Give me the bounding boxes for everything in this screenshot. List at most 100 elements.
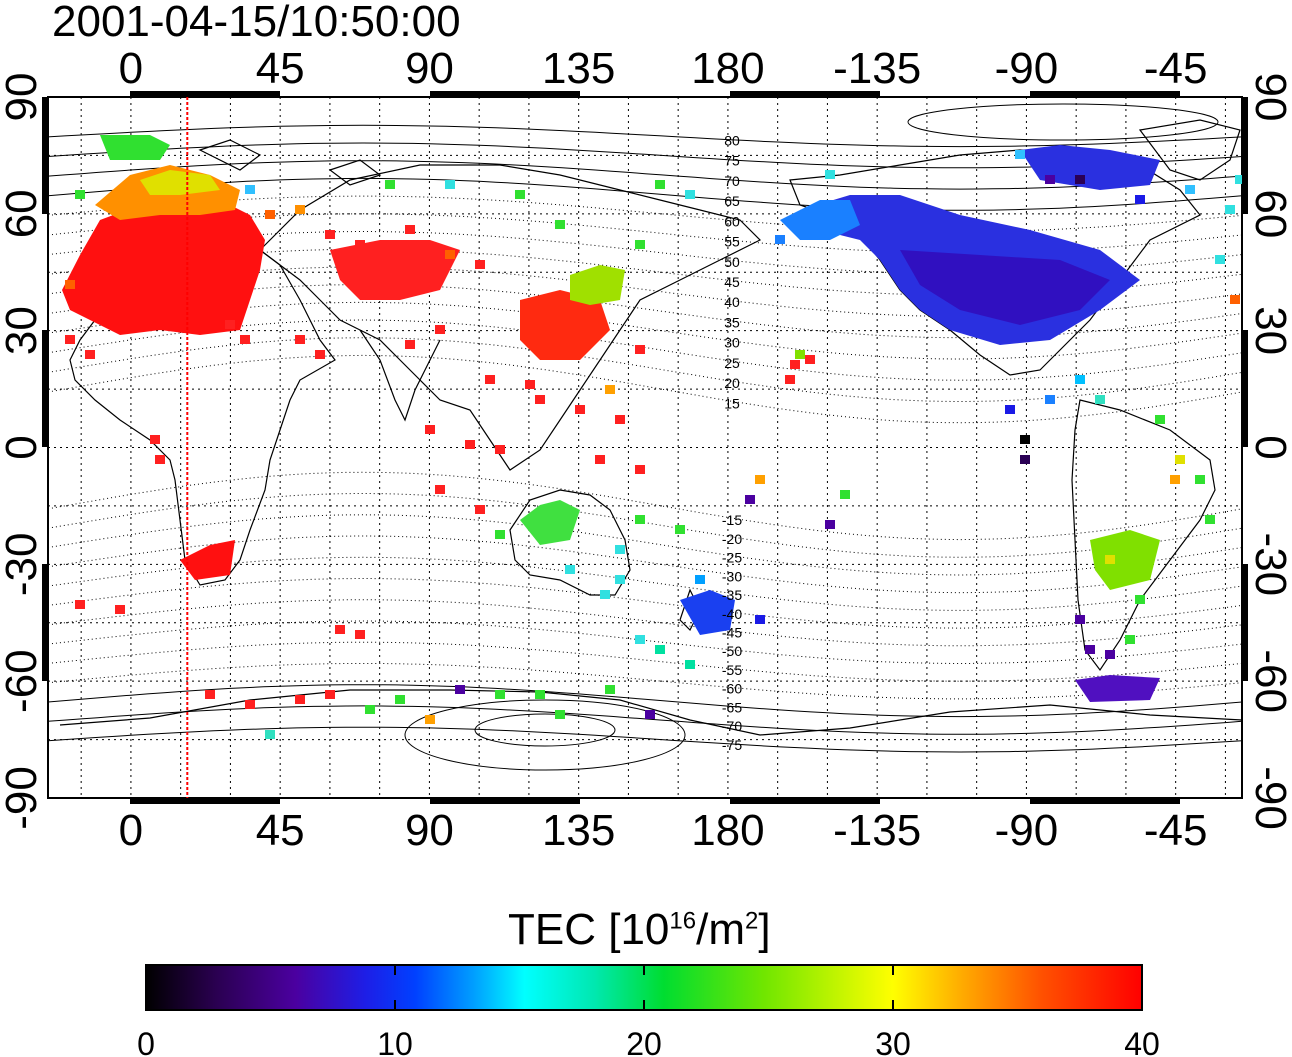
tec-sample: [685, 660, 695, 669]
lon-tick-top: 0: [119, 44, 143, 93]
mlat-contour-south-pole-outer: [404, 699, 686, 771]
colorbar-tick-label: 20: [626, 1026, 662, 1057]
tec-sample: [1015, 150, 1025, 159]
tec-sample: [495, 530, 505, 539]
mlat-label: 50: [724, 254, 740, 270]
tec-cluster-south-africa: [180, 540, 235, 580]
colorbar-tick-label: 30: [875, 1026, 911, 1057]
tec-sample: [405, 340, 415, 349]
tec-cluster-arctic-green: [100, 135, 170, 160]
tec-cluster-japan-north: [570, 265, 625, 305]
lon-tick-bottom: 45: [256, 806, 305, 855]
tec-sample: [1215, 255, 1225, 264]
tec-sample: [785, 375, 795, 384]
tec-sample: [675, 525, 685, 534]
mlat-contour: [48, 514, 1242, 576]
lat-tick-left: -60: [0, 649, 46, 713]
tec-sample: [265, 730, 275, 739]
tec-sample: [435, 485, 445, 494]
tec-sample: [715, 605, 725, 614]
tec-sample: [1195, 475, 1205, 484]
tec-sample: [695, 575, 705, 584]
tec-sample: [315, 350, 325, 359]
lat-tick-right: -90: [1246, 766, 1292, 830]
tec-sample: [1135, 595, 1145, 604]
lon-tick-bottom: 180: [691, 806, 764, 855]
lat-tick-right: -30: [1246, 533, 1292, 597]
tec-sample: [605, 685, 615, 694]
lon-tick-top: 135: [542, 44, 615, 93]
mlat-contour: [48, 535, 1242, 594]
mlat-contour: [48, 124, 1242, 148]
tec-sample: [495, 445, 505, 454]
tec-data-points: [62, 135, 1160, 702]
lon-tick-top: -135: [833, 44, 921, 93]
tec-sample: [325, 230, 335, 239]
mlat-label: 65: [724, 193, 740, 209]
tec-sample: [1135, 195, 1145, 204]
lat-tick-left: 0: [0, 435, 46, 459]
lon-tick-top: 180: [691, 44, 764, 93]
tec-cluster-antarctic: [1075, 675, 1160, 702]
mlat-label: -20: [722, 531, 742, 547]
mlat-label: -75: [722, 737, 742, 753]
tec-sample: [685, 190, 695, 199]
lat-tick-left: -90: [0, 766, 46, 830]
tec-cluster-australia: [520, 500, 580, 545]
tec-sample: [535, 690, 545, 699]
tec-sample: [240, 335, 250, 344]
mlat-label: -60: [722, 681, 742, 697]
tec-sample: [75, 600, 85, 609]
mlat-label: 40: [724, 294, 740, 310]
tec-cluster-north-america-core: [900, 250, 1110, 325]
colorbar-title-mid: /m: [696, 905, 745, 954]
tec-sample: [745, 495, 755, 504]
lat-tick-right: -60: [1246, 649, 1292, 713]
tec-sample: [245, 700, 255, 709]
tec-sample: [355, 630, 365, 639]
mlat-label: -15: [722, 512, 742, 528]
mlat-label: 20: [724, 375, 740, 391]
colorbar-title: TEC [1016/m2]: [508, 908, 771, 952]
tec-sample: [465, 440, 475, 449]
lon-tick-bottom: 90: [405, 806, 454, 855]
tec-sample: [595, 455, 605, 464]
mlat-label: -55: [722, 662, 742, 678]
tec-sample: [1125, 635, 1135, 644]
tec-sample: [825, 170, 835, 179]
mlat-contour: [48, 599, 1242, 647]
tec-sample: [1005, 405, 1015, 414]
coast-australia: [509, 489, 631, 596]
mlat-label: 55: [724, 234, 740, 250]
tec-sample: [355, 240, 365, 249]
lon-tick-bottom: 135: [542, 806, 615, 855]
mlat-label: 30: [724, 335, 740, 351]
tec-sample: [405, 225, 415, 234]
mlat-contour-south-pole: [474, 713, 616, 747]
colorbar-title-suffix: ]: [758, 905, 771, 954]
tec-scatter-points: [65, 150, 1242, 739]
mlat-contour: [48, 160, 1242, 190]
tec-sample: [825, 520, 835, 529]
tec-sample: [635, 515, 645, 524]
mlat-label: 80: [724, 132, 740, 148]
lon-tick-top: -90: [995, 44, 1059, 93]
tec-sample: [555, 220, 565, 229]
mlat-label: 70: [724, 173, 740, 189]
tec-sample: [155, 455, 165, 464]
tec-sample: [245, 185, 255, 194]
tec-sample: [1155, 415, 1165, 424]
mlat-label: 35: [724, 314, 740, 330]
mlat-label: 60: [724, 213, 740, 229]
lat-tick-right: 30: [1246, 306, 1292, 355]
tec-sample: [445, 250, 455, 259]
tec-sample: [1105, 555, 1115, 564]
tec-sample: [365, 705, 375, 714]
tec-sample: [535, 395, 545, 404]
tec-sample: [755, 615, 765, 624]
tec-cluster-north-europe-yellow: [140, 170, 220, 195]
mlat-label: 75: [724, 153, 740, 169]
tec-sample: [635, 465, 645, 474]
tec-sample: [1075, 375, 1085, 384]
tec-sample: [475, 260, 485, 269]
